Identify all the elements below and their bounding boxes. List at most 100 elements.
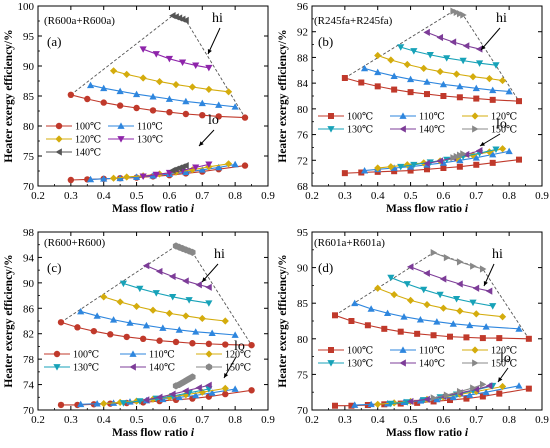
data-point-hi — [132, 302, 141, 310]
legend-marker — [55, 122, 63, 130]
y-axis-label: Heater exergy efficiency/% — [3, 29, 15, 162]
data-point-hi — [505, 87, 513, 95]
y-tick-label: 68 — [297, 181, 309, 193]
data-point-lo — [67, 176, 75, 184]
fluid-pair-label: (R600a+R600a) — [44, 15, 115, 27]
chart-panel-d: 0.2 0.3 0.4 0.5 0.6 0.7 0.8 0.9 70 75 80 85 90 95 Heat… — [277, 227, 549, 439]
x-tick-label: 0.9 — [535, 414, 549, 426]
y-tick-label: 86 — [23, 303, 35, 315]
data-point-hi — [132, 90, 141, 98]
y-tick-label: 70 — [23, 405, 35, 417]
x-tick-label: 0.4 — [97, 190, 111, 202]
data-point-hi — [116, 102, 124, 109]
x-tick-label: 0.4 — [371, 414, 385, 426]
data-point-hi — [489, 96, 496, 103]
legend: 100℃ 110℃ 120℃ 130℃ 140℃ — [46, 122, 163, 159]
data-point-lo — [496, 390, 503, 397]
panel-label: (a) — [47, 34, 61, 49]
data-point-hi — [387, 56, 395, 64]
plot-data — [341, 7, 522, 177]
legend-marker — [472, 359, 479, 367]
data-point-hi — [182, 110, 190, 118]
data-point-lo — [224, 160, 233, 168]
legend-entry-label: 110℃ — [419, 112, 445, 123]
data-point-hi — [403, 60, 411, 69]
legend-entry-label: 140℃ — [419, 125, 445, 136]
data-point-hi — [139, 74, 147, 82]
legend-entry-label: 100℃ — [73, 350, 99, 361]
y-tick-label: 76 — [297, 130, 309, 142]
x-tick-label: 0.6 — [437, 414, 451, 426]
y-tick-label: 95 — [297, 227, 309, 239]
plot-frame — [311, 231, 543, 411]
legend: 100℃ 110℃ 120℃ 130℃ 140℃ 150℃ — [318, 112, 517, 136]
data-point-lo — [367, 400, 375, 408]
data-point-hi — [383, 309, 392, 317]
data-point-lo — [109, 174, 118, 182]
data-point-lo — [403, 161, 411, 169]
legend-entry-label: 140℃ — [149, 363, 175, 374]
data-point-hi — [172, 81, 180, 89]
data-point-lo — [440, 165, 447, 171]
data-point-hi — [149, 306, 157, 314]
data-point-lo — [456, 387, 464, 396]
data-point-lo — [341, 170, 348, 177]
y-tick-label: 70 — [23, 181, 35, 193]
x-tick-label: 0.7 — [469, 414, 483, 426]
data-point-hi — [439, 80, 448, 88]
legend-entry-label: 140℃ — [75, 148, 101, 159]
legend-entry-label: 120℃ — [491, 112, 517, 123]
data-point-lo — [189, 373, 196, 381]
data-point-lo — [332, 402, 338, 409]
data-point-hi — [100, 293, 108, 301]
x-tick-label: 0.5 — [130, 190, 144, 202]
lo-branch-label: lo — [234, 339, 245, 354]
data-point-lo — [456, 163, 463, 170]
arrow-head-icon — [202, 277, 207, 282]
legend-marker — [117, 136, 125, 143]
fluid-pair-label: (R600+R600) — [44, 237, 106, 249]
data-point-hi — [447, 333, 453, 340]
legend-entry-label: 100℃ — [75, 122, 101, 133]
data-point-hi — [485, 75, 494, 83]
data-point-hi — [449, 38, 457, 46]
data-point-hi — [439, 304, 448, 312]
lo-branch-label: lo — [500, 351, 511, 366]
y-tick-label: 72 — [297, 155, 308, 167]
data-point-lo — [463, 395, 470, 402]
data-point-hi — [67, 91, 75, 99]
data-point-lo — [169, 390, 176, 398]
data-point-hi — [472, 310, 480, 318]
y-tick-label: 75 — [23, 151, 35, 163]
data-point-lo — [215, 163, 223, 171]
x-axis-label: Mass flow ratio i — [112, 427, 195, 439]
x-axis-label-var: i — [465, 427, 469, 439]
legend-entry-label: 110℃ — [419, 346, 445, 357]
data-point-lo — [351, 401, 359, 408]
data-point-lo — [182, 168, 190, 176]
data-point-lo — [77, 400, 85, 408]
data-point-lo — [387, 400, 395, 408]
data-point-lo — [221, 384, 229, 392]
data-point-hi — [456, 10, 464, 18]
x-tick-label: 0.5 — [404, 414, 418, 426]
data-point-hi — [205, 64, 213, 72]
legend-entry-label: 110℃ — [137, 122, 163, 133]
data-point-hi — [205, 283, 212, 291]
y-tick-label: 92 — [297, 27, 308, 39]
data-point-hi — [222, 341, 229, 348]
arrow-head-icon — [224, 373, 229, 378]
data-point-hi — [152, 290, 160, 297]
data-point-lo — [241, 162, 249, 169]
legend-marker — [328, 347, 334, 353]
data-point-lo — [391, 168, 398, 175]
data-point-lo — [423, 159, 430, 168]
fluid-pair-label: (R601a+R601a) — [314, 237, 385, 249]
data-point-hi — [475, 45, 483, 53]
panel-label: (b) — [318, 34, 333, 49]
data-point-hi — [498, 313, 507, 321]
data-point-lo — [198, 166, 206, 173]
data-point-hi — [224, 88, 233, 96]
legend-entry-label: 130℃ — [73, 363, 99, 374]
data-point-hi — [374, 83, 381, 90]
